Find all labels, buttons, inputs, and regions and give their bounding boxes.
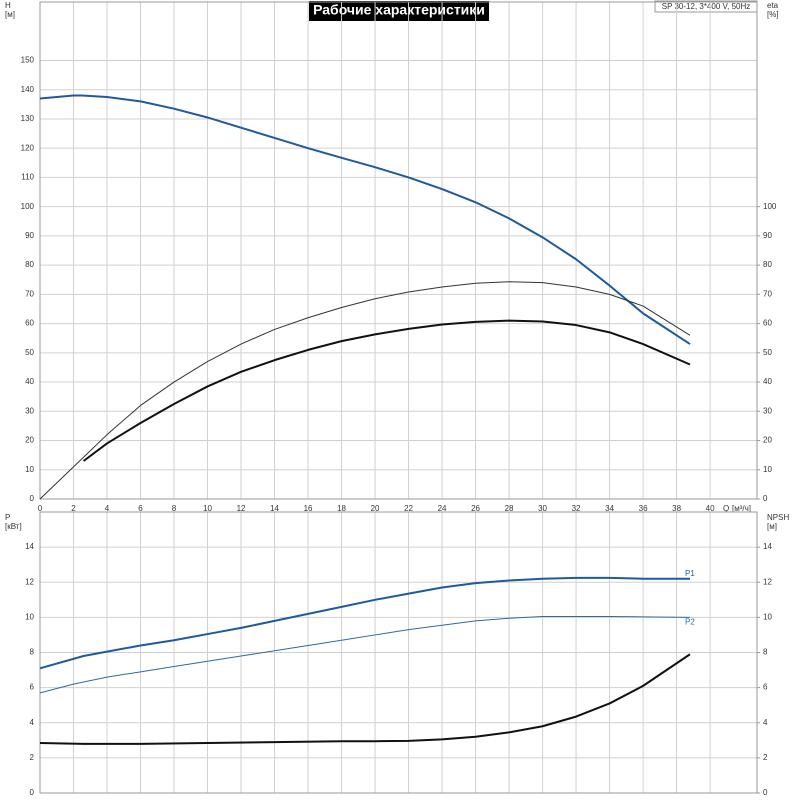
y2-tick-label: 50 (763, 348, 772, 357)
y-tick-label: 6 (30, 683, 35, 692)
curve (39, 576, 690, 670)
y2-axis-unit: [%] (767, 10, 779, 19)
y2-tick-label: 14 (763, 542, 772, 551)
y2-tick-label: 60 (763, 319, 772, 328)
y-tick-label: 14 (25, 542, 34, 551)
y-tick-label: 8 (30, 648, 35, 657)
x-axis-label: Q (723, 504, 729, 513)
x-axis-unit: [м³/ч] (732, 504, 751, 513)
x-tick-label: 20 (371, 504, 380, 513)
y-tick-label: 110 (21, 173, 34, 182)
y-tick-label: 4 (30, 718, 35, 727)
x-tick-label: 40 (706, 504, 715, 513)
curve-label: P1 (685, 569, 695, 578)
y-axis-label: H (5, 1, 11, 10)
y2-axis-label: NPSH (767, 513, 789, 522)
y2-axis-unit: [м] (767, 522, 777, 531)
y2-tick-label: 30 (763, 406, 772, 415)
y-tick-label: 130 (21, 114, 35, 123)
y-tick-label: 40 (25, 377, 34, 386)
plot-frame (39, 1, 758, 500)
x-tick-label: 22 (404, 504, 413, 513)
y-tick-label: 150 (21, 56, 35, 65)
y2-axis-label: eta (767, 1, 779, 10)
x-tick-label: 30 (538, 504, 547, 513)
y2-tick-label: 8 (763, 648, 768, 657)
x-tick-label: 34 (605, 504, 614, 513)
curve (39, 94, 691, 345)
y2-tick-label: 10 (763, 465, 772, 474)
y-tick-label: 90 (25, 231, 34, 240)
x-tick-label: 4 (105, 504, 110, 513)
y-tick-label: 80 (25, 260, 34, 269)
y-axis-unit: [м] (5, 10, 15, 19)
y2-tick-label: 20 (763, 436, 772, 445)
y2-tick-label: 80 (763, 260, 772, 269)
x-tick-label: 8 (172, 504, 177, 513)
y-tick-label: 60 (25, 319, 34, 328)
x-tick-label: 36 (639, 504, 648, 513)
y2-tick-label: 0 (763, 788, 768, 797)
x-tick-label: 14 (270, 504, 279, 513)
y-tick-label: 2 (30, 753, 35, 762)
y-tick-label: 0 (30, 788, 35, 797)
chart-title: Рабочие характеристики (313, 2, 485, 18)
y-tick-label: 120 (21, 143, 35, 152)
x-tick-label: 38 (672, 504, 681, 513)
y2-tick-label: 90 (763, 231, 772, 240)
y2-tick-label: 70 (763, 289, 772, 298)
plot-frame (39, 511, 758, 794)
title-box (309, 1, 489, 21)
x-tick-label: 6 (138, 504, 143, 513)
x-tick-label: 32 (572, 504, 581, 513)
y-tick-label: 10 (25, 465, 34, 474)
x-tick-label: 16 (304, 504, 313, 513)
y-tick-label: 50 (25, 348, 34, 357)
y-tick-label: 0 (30, 494, 35, 503)
curve (39, 653, 691, 745)
y-tick-label: 10 (25, 612, 34, 621)
y2-tick-label: 40 (763, 377, 772, 386)
y2-tick-label: 2 (763, 753, 768, 762)
curve (39, 281, 691, 500)
model-label: SP 30-12, 3*400 V, 50Hz (662, 2, 751, 11)
x-tick-label: 10 (203, 504, 212, 513)
x-tick-label: 26 (471, 504, 480, 513)
y-tick-label: 20 (25, 436, 34, 445)
x-tick-label: 28 (505, 504, 514, 513)
y-tick-label: 30 (25, 406, 34, 415)
y-tick-label: 140 (21, 85, 35, 94)
y-tick-label: 12 (25, 577, 34, 586)
y-axis-label: P (5, 513, 10, 522)
x-tick-label: 2 (71, 504, 76, 513)
y2-tick-label: 12 (763, 577, 772, 586)
x-tick-label: 24 (438, 504, 447, 513)
y2-tick-label: 10 (763, 612, 772, 621)
y2-tick-label: 6 (763, 683, 768, 692)
curve-label: P2 (685, 617, 695, 626)
x-tick-label: 12 (237, 504, 246, 513)
x-tick-label: 18 (337, 504, 346, 513)
y2-tick-label: 100 (763, 202, 777, 211)
curve (39, 615, 690, 694)
y-tick-label: 70 (25, 289, 34, 298)
x-tick-label: 0 (38, 504, 43, 513)
y2-tick-label: 4 (763, 718, 768, 727)
curve (82, 319, 691, 462)
y-tick-label: 100 (21, 202, 35, 211)
y2-tick-label: 0 (763, 494, 768, 503)
y-axis-unit: [кВт] (5, 522, 22, 531)
